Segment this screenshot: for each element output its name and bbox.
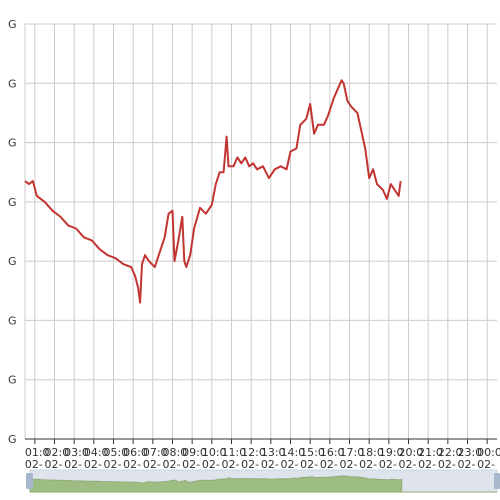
x-tick-label-date: 02-	[458, 458, 476, 471]
x-axis: 01:002-02:002-03:002-04:002-05:002-06:00…	[25, 438, 500, 471]
x-tick-label-time: 17:0	[340, 446, 365, 459]
x-tick-label-date: 02-	[418, 458, 436, 471]
y-tick-label: G	[8, 77, 17, 90]
x-tick-label-date: 02-	[25, 458, 43, 471]
x-tick-label-date: 02-	[281, 458, 299, 471]
x-tick-label-date: 02-	[379, 458, 397, 471]
x-tick-label-time: 22:0	[438, 446, 463, 459]
x-tick-label-date: 02-	[340, 458, 358, 471]
y-tick-label: G	[8, 137, 17, 150]
y-tick-label: G	[8, 18, 17, 31]
x-tick-label-time: 00:0	[477, 446, 500, 459]
x-tick-label-time: 13:0	[261, 446, 286, 459]
x-tick-label-time: 19:0	[379, 446, 404, 459]
x-tick-label-date: 02-	[104, 458, 122, 471]
x-tick-label-date: 02-	[222, 458, 240, 471]
x-tick-label-time: 05:0	[104, 446, 129, 459]
x-tick-label-date: 02-	[438, 458, 456, 471]
x-tick-label-date: 02-	[359, 458, 377, 471]
zoom-preview-area	[29, 475, 497, 493]
y-tick-label: G	[8, 314, 17, 327]
x-tick-label-date: 02-	[182, 458, 200, 471]
x-tick-label-date: 02-	[123, 458, 141, 471]
x-tick-label-date: 02-	[477, 458, 495, 471]
x-tick-label-date: 02-	[241, 458, 259, 471]
x-tick-label-time: 04:0	[84, 446, 109, 459]
y-tick-label: G	[8, 196, 17, 209]
x-tick-label-time: 14:0	[281, 446, 306, 459]
x-tick-label-time: 07:0	[143, 446, 168, 459]
x-tick-label-time: 02:0	[45, 446, 70, 459]
x-tick-label-time: 11:0	[222, 446, 247, 459]
x-tick-label-time: 20:0	[399, 446, 424, 459]
y-axis: G G G G G G G G	[8, 18, 17, 446]
grid-lines	[24, 23, 497, 440]
x-tick-label-time: 10:0	[202, 446, 227, 459]
x-tick-label-time: 06:0	[123, 446, 148, 459]
zoom-window[interactable]	[30, 470, 497, 492]
series-line	[24, 79, 402, 304]
x-tick-label-date: 02-	[84, 458, 102, 471]
x-tick-label-time: 23:0	[458, 446, 483, 459]
x-tick-label-time: 09:0	[182, 446, 207, 459]
x-tick-label-time: 01:0	[25, 446, 50, 459]
data-zoom-slider[interactable]	[26, 469, 500, 493]
zoom-handle-right[interactable]	[494, 473, 500, 489]
x-tick-label-time: 12:0	[241, 446, 266, 459]
x-tick-label-time: 16:0	[320, 446, 345, 459]
x-tick-label-time: 03:0	[64, 446, 89, 459]
x-tick-label-date: 02-	[202, 458, 220, 471]
y-tick-label: G	[8, 374, 17, 387]
x-tick-label-date: 02-	[163, 458, 181, 471]
x-tick-label-date: 02-	[300, 458, 318, 471]
x-tick-label-date: 02-	[45, 458, 63, 471]
x-tick-label-date: 02-	[261, 458, 279, 471]
zoom-handle-left[interactable]	[26, 473, 33, 489]
x-tick-label-date: 02-	[64, 458, 82, 471]
y-tick-label: G	[8, 433, 17, 446]
series-layer	[24, 79, 402, 304]
x-tick-label-date: 02-	[399, 458, 417, 471]
x-tick-label-time: 18:0	[359, 446, 384, 459]
x-tick-label-date: 02-	[143, 458, 161, 471]
x-tick-label-date: 02-	[320, 458, 338, 471]
x-tick-label-time: 15:0	[300, 446, 325, 459]
x-tick-label-time: 08:0	[163, 446, 188, 459]
x-tick-label-time: 21:0	[418, 446, 443, 459]
y-tick-label: G	[8, 255, 17, 268]
